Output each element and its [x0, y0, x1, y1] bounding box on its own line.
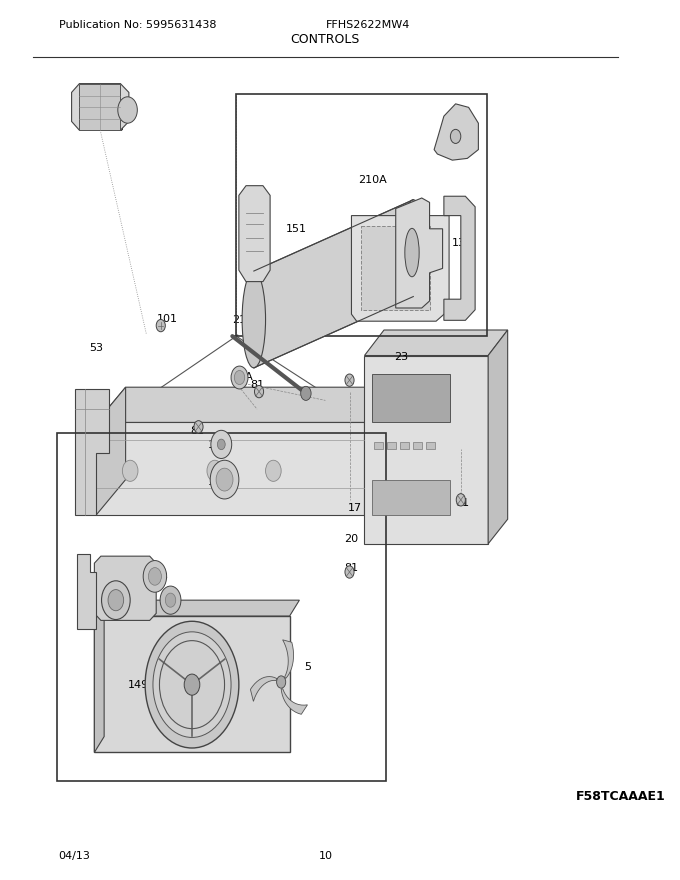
Bar [401, 442, 409, 449]
Text: 210A: 210A [358, 174, 388, 185]
Polygon shape [281, 689, 307, 715]
Text: 15: 15 [208, 440, 222, 451]
Circle shape [211, 430, 232, 458]
Polygon shape [80, 84, 120, 130]
Circle shape [345, 374, 354, 386]
Polygon shape [95, 556, 156, 620]
Text: 14: 14 [78, 597, 92, 607]
Circle shape [450, 129, 461, 143]
Circle shape [456, 494, 465, 506]
Circle shape [194, 421, 203, 433]
Bar [426, 442, 435, 449]
Ellipse shape [242, 271, 266, 368]
Text: 10: 10 [318, 851, 333, 861]
Circle shape [143, 561, 167, 592]
Polygon shape [364, 356, 488, 544]
Text: 04/13: 04/13 [58, 851, 90, 861]
Circle shape [160, 586, 181, 614]
Polygon shape [396, 198, 443, 308]
Polygon shape [254, 200, 413, 368]
Bar [387, 442, 396, 449]
Text: 5: 5 [304, 662, 311, 672]
Circle shape [148, 568, 161, 585]
Bar [57, 433, 386, 781]
Bar [372, 374, 450, 422]
Text: 53: 53 [89, 342, 103, 353]
Polygon shape [95, 600, 104, 752]
Circle shape [254, 385, 264, 398]
Circle shape [108, 590, 124, 611]
Text: 149: 149 [128, 679, 149, 690]
Polygon shape [488, 330, 508, 544]
Text: 9: 9 [108, 611, 116, 621]
Circle shape [184, 674, 200, 695]
Text: 8: 8 [167, 604, 174, 614]
Text: 13: 13 [154, 572, 169, 583]
Polygon shape [75, 389, 109, 515]
Circle shape [207, 460, 222, 481]
Text: 101: 101 [157, 313, 177, 324]
Text: 115: 115 [103, 122, 124, 133]
Polygon shape [434, 104, 478, 160]
Text: 210: 210 [415, 276, 437, 287]
Circle shape [231, 366, 248, 389]
Circle shape [145, 621, 239, 748]
Text: CONTROLS: CONTROLS [291, 33, 360, 46]
Polygon shape [239, 186, 270, 282]
Text: 21: 21 [233, 315, 247, 326]
Polygon shape [97, 387, 394, 422]
Text: 137: 137 [357, 294, 378, 304]
Bar [372, 480, 450, 515]
Circle shape [122, 460, 138, 481]
Polygon shape [97, 387, 126, 515]
Text: 17: 17 [347, 502, 362, 513]
Circle shape [118, 97, 137, 123]
Polygon shape [95, 600, 299, 616]
Polygon shape [361, 226, 430, 310]
Text: 139: 139 [452, 238, 473, 248]
Circle shape [153, 632, 231, 737]
Ellipse shape [402, 200, 425, 297]
Circle shape [345, 566, 354, 578]
Polygon shape [364, 330, 508, 356]
Ellipse shape [405, 229, 419, 277]
Circle shape [101, 581, 130, 620]
Bar [413, 442, 422, 449]
Polygon shape [283, 640, 294, 678]
Text: F58TCAAAE1: F58TCAAAE1 [576, 789, 666, 803]
Polygon shape [77, 554, 97, 629]
Text: FFHS2622MW4: FFHS2622MW4 [326, 20, 410, 30]
Polygon shape [97, 422, 364, 515]
Polygon shape [352, 216, 449, 321]
Circle shape [277, 676, 286, 688]
Text: 81: 81 [344, 562, 358, 573]
Circle shape [216, 468, 233, 491]
Polygon shape [250, 677, 277, 701]
Circle shape [210, 460, 239, 499]
Text: Publication No: 5995631438: Publication No: 5995631438 [58, 20, 216, 30]
Text: 81: 81 [455, 498, 469, 509]
Polygon shape [95, 616, 290, 752]
Text: 16: 16 [208, 477, 222, 488]
Bar [374, 442, 384, 449]
Circle shape [218, 439, 225, 450]
Bar [236, 94, 487, 336]
Polygon shape [444, 196, 475, 320]
Text: 20: 20 [344, 533, 358, 544]
Circle shape [235, 370, 245, 385]
Circle shape [156, 319, 165, 332]
Text: 151: 151 [286, 224, 307, 234]
Text: 81: 81 [190, 426, 204, 436]
Circle shape [165, 593, 175, 607]
Circle shape [301, 386, 311, 400]
Polygon shape [71, 84, 129, 130]
Text: 81: 81 [250, 379, 264, 390]
Text: 21A: 21A [231, 371, 253, 382]
Text: 23: 23 [394, 352, 409, 363]
Circle shape [266, 460, 281, 481]
